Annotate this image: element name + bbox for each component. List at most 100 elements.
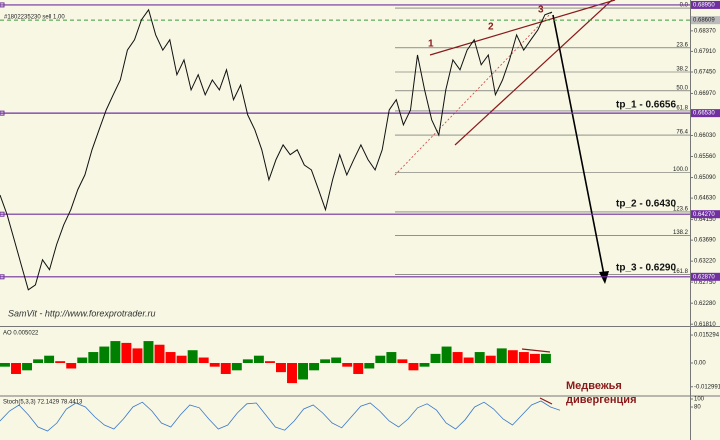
ao-bar [320, 359, 331, 364]
ao-bar [77, 357, 88, 364]
fib-label: 50.0 [676, 85, 688, 91]
ao-bar [231, 363, 242, 371]
ao-bar [154, 344, 165, 364]
fib-label: 23.6 [676, 42, 688, 48]
annotation: Медвежья [566, 380, 622, 392]
indicator-title: Stoch(5,3,3) 72.1429 78.4413 [3, 400, 83, 406]
y-tick-label: 0.67450 [694, 70, 716, 76]
wave-label: 1 [428, 39, 434, 50]
order-label: #1802235230 sell 1.00 [4, 15, 65, 21]
price-line [0, 8, 553, 291]
price-tag [691, 0, 720, 9]
y-tick-label: 0.66030 [694, 133, 716, 139]
ao-bar [485, 355, 496, 364]
ao-bar [287, 363, 297, 384]
fib-label: 123.6 [673, 207, 689, 213]
wedge-upper [429, 0, 616, 56]
ao-bar [66, 363, 77, 369]
watermark: SamVit - http://www.forexprotrader.ru [8, 308, 156, 318]
ao-bar [121, 342, 132, 364]
price-tag-label: 0.64270 [693, 212, 715, 218]
y-tick-label: 0.65560 [694, 154, 716, 160]
level-marker [0, 274, 5, 280]
ao-bar [298, 363, 309, 380]
tp-label: tp_2 - 0.6430 [616, 199, 676, 210]
ao-bar [419, 363, 430, 367]
ao-bar [242, 359, 253, 364]
ao-bar [408, 363, 419, 371]
price-tag-label: 0.68950 [693, 2, 715, 8]
divergence-line [521, 348, 551, 353]
ao-bar [44, 355, 55, 364]
ao-bar [452, 352, 463, 364]
price-tag-label: 0.66530 [693, 111, 715, 117]
ao-bar [11, 363, 21, 374]
ao-bar [309, 363, 320, 371]
ao-bar [375, 355, 386, 364]
ao-bar [165, 352, 176, 364]
arrow-head [599, 271, 609, 284]
ao-bar [55, 361, 66, 364]
ao-bar [353, 363, 364, 374]
ao-bar [364, 363, 375, 369]
ao-bar [220, 363, 231, 374]
annotation: дивергенция [566, 394, 637, 406]
ao-bar [529, 353, 540, 364]
y-tick-label: 0.63690 [694, 238, 716, 244]
fib-label: 38.2 [676, 67, 688, 73]
ao-bar [143, 341, 154, 364]
ao-bar [386, 352, 397, 364]
ao-bar [540, 353, 551, 364]
ao-bar [110, 341, 121, 364]
y-tick-label: 0.62750 [694, 280, 716, 286]
price-line [0, 400, 561, 432]
price-tag-label: 0.68609 [693, 18, 715, 24]
ao-bar [430, 353, 441, 364]
ao-bar [253, 355, 264, 364]
ao-bar [132, 348, 143, 364]
y-tick-label: 0.62280 [694, 301, 716, 307]
fib-label: 0.0 [680, 3, 689, 9]
y-tick-label: 0.64630 [694, 196, 716, 202]
y-tick-label: 80 [694, 405, 701, 411]
y-tick-label: 0.67910 [694, 49, 716, 55]
y-tick-label: 0.00 [694, 361, 706, 367]
ao-bar [99, 346, 110, 364]
ao-bar [0, 363, 10, 367]
indicator-title: AO 0.005022 [3, 331, 39, 337]
trend-line [394, 11, 553, 176]
fib-label: 61.8 [676, 105, 688, 111]
fib-label: 138.2 [673, 230, 689, 236]
ao-bar [22, 363, 33, 371]
ao-bar [187, 350, 198, 364]
y-tick-label: 0.64150 [694, 217, 716, 223]
ao-bar [474, 352, 485, 364]
y-tick-label: 0.61810 [694, 322, 716, 328]
fib-label: 161.8 [673, 269, 689, 275]
ao-bar [276, 363, 286, 373]
ao-bar [209, 363, 220, 367]
y-tick-label: -0.012991 [694, 384, 720, 390]
price-tag [691, 16, 720, 25]
price-tag-label: 0.62870 [693, 274, 715, 280]
ao-bar [507, 350, 518, 364]
wave-label: 2 [488, 22, 494, 33]
ao-bar [518, 352, 529, 364]
price-tag [691, 272, 720, 281]
wedge-lower [454, 0, 613, 146]
y-tick-label: 0.015294 [694, 333, 720, 339]
y-tick-label: 100 [694, 397, 705, 403]
y-tick-label: 0.63220 [694, 259, 716, 265]
y-tick-label: 0.66970 [694, 91, 716, 97]
arrow [552, 14, 605, 276]
level-marker [0, 110, 5, 116]
level-marker [0, 2, 5, 8]
ao-bar [176, 355, 187, 364]
ao-bar [264, 361, 275, 364]
ao-bar [342, 363, 353, 367]
ao-bar [496, 348, 507, 364]
price-tag [691, 210, 720, 219]
ao-bar [198, 357, 209, 364]
